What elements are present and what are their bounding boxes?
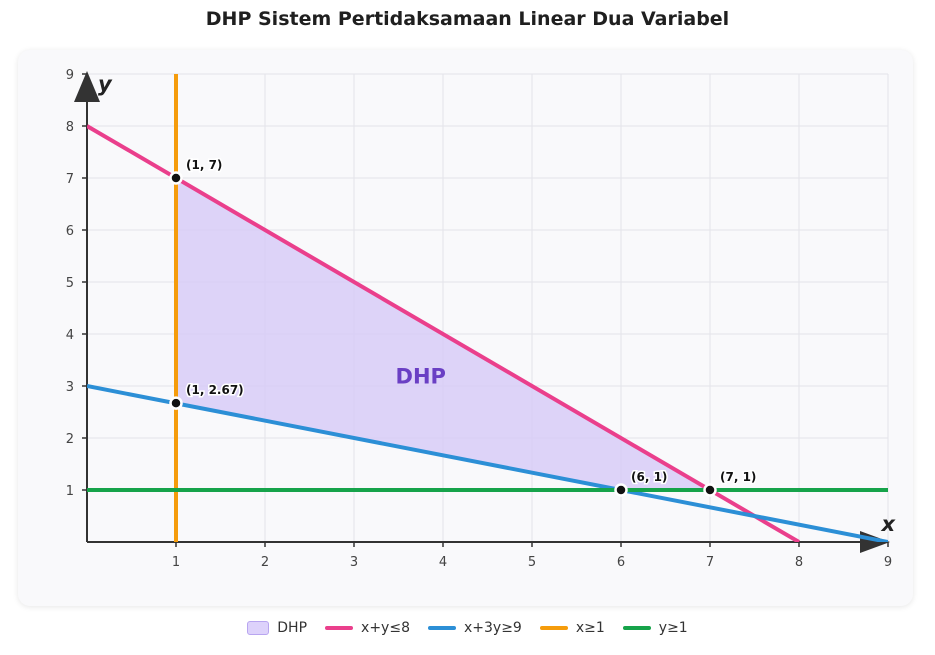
legend-item-3[interactable]: x+3y≥9: [427, 620, 522, 636]
legend: DHP x+y≤8 x+3y≥9 x≥1 y≥1: [0, 620, 935, 636]
series-line-2: [87, 384, 888, 542]
legend-label: y≥1: [658, 620, 688, 636]
x-tick-label: 7: [706, 555, 714, 570]
vertex-point: [614, 483, 628, 497]
vertex-point: [169, 171, 183, 185]
legend-swatch: [247, 621, 270, 635]
legend-item-2[interactable]: x+y≤8: [325, 620, 410, 636]
legend-item-4[interactable]: x≥1: [539, 620, 605, 636]
chart-plot: 1 2 3 4 5 6 7 8 9 1 2 3 4 5 6 7 8 9 x y DHP (1, 7) (1, 2.67) (6…: [66, 68, 897, 570]
series-line-1: [87, 124, 801, 542]
chart-card: 1 2 3 4 5 6 7 8 9 1 2 3 4 5 6 7 8 9 x y DHP (1, 7) (1, 2.67) (6…: [18, 50, 913, 606]
y-tick-label: 6: [66, 224, 74, 239]
vertex-label: (7, 1): [720, 470, 756, 484]
x-axis-label: x: [880, 512, 896, 536]
x-tick-label: 6: [617, 555, 625, 570]
y-tick-label: 2: [66, 432, 74, 447]
legend-label: DHP: [277, 620, 308, 636]
x-tick-label: 5: [528, 555, 536, 570]
y-tick-label: 4: [66, 328, 74, 343]
y-tick-label: 9: [66, 68, 74, 83]
x-tick-label: 3: [350, 555, 358, 570]
vertex-label: (1, 7): [186, 158, 222, 172]
y-tick-label: 5: [66, 276, 74, 291]
legend-swatch: [539, 626, 568, 630]
legend-swatch: [325, 626, 354, 630]
y-axis-arrow-icon: [74, 71, 100, 102]
y-tick-label: 3: [66, 380, 74, 395]
x-tick-label: 4: [439, 555, 447, 570]
legend-label: x≥1: [575, 620, 605, 636]
legend-swatch: [427, 626, 456, 630]
legend-item-5[interactable]: y≥1: [622, 620, 688, 636]
y-axis-label: y: [98, 72, 113, 96]
legend-item-1[interactable]: DHP: [247, 620, 307, 636]
x-tick-label: 9: [884, 555, 892, 570]
legend-swatch: [622, 626, 651, 630]
y-tick-label: 7: [66, 172, 74, 187]
x-tick-label: 1: [172, 555, 180, 570]
x-tick-label: 2: [261, 555, 269, 570]
vertex-label: (1, 2.67): [186, 383, 244, 397]
y-tick-label: 1: [66, 484, 74, 499]
chart-title: DHP Sistem Pertidaksamaan Linear Dua Var…: [205, 8, 730, 30]
region-label: DHP: [396, 364, 446, 388]
legend-label: x+3y≥9: [463, 620, 522, 636]
vertex-point: [703, 483, 717, 497]
legend-label: x+y≤8: [361, 620, 410, 636]
vertex-label: (6, 1): [631, 470, 667, 484]
y-tick-label: 8: [66, 120, 74, 135]
x-tick-label: 8: [795, 555, 803, 570]
vertex-point: [169, 396, 183, 410]
